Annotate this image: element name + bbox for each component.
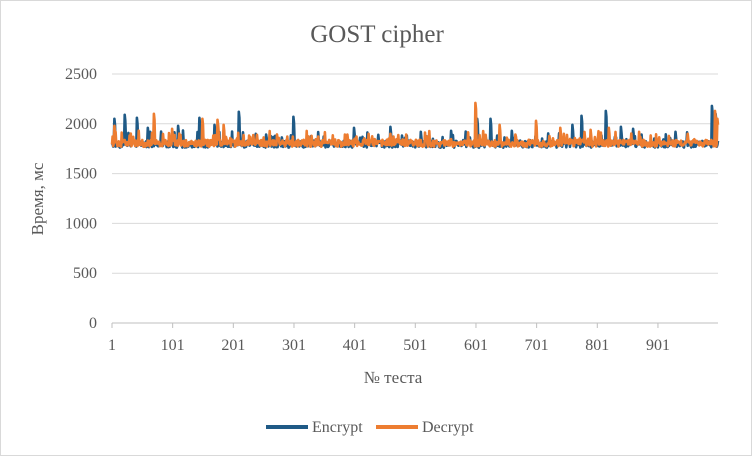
y-tick-label: 2500 — [65, 66, 97, 83]
x-tick-label: 101 — [161, 337, 185, 354]
x-tick-label: 201 — [221, 337, 245, 354]
gridlines — [112, 73, 718, 324]
x-axis-ticks: 1 101 201 301 401 501 601 701 801 901 — [108, 323, 670, 354]
chart-title: GOST cipher — [310, 21, 444, 48]
y-tick-label: 2000 — [65, 116, 97, 133]
x-tick-label: 301 — [282, 337, 306, 354]
series-line-decrypt — [110, 101, 720, 148]
x-axis-label: № теста — [364, 368, 423, 387]
y-tick-label: 1000 — [65, 215, 97, 232]
x-tick-label: 701 — [525, 337, 549, 354]
y-axis-label: Время, мс — [28, 162, 47, 235]
y-tick-label: 0 — [89, 315, 97, 332]
x-tick-label: 401 — [343, 337, 367, 354]
x-tick-label: 1 — [108, 337, 116, 354]
legend: Encrypt Decrypt — [266, 419, 474, 436]
legend-label: Decrypt — [422, 419, 474, 436]
x-tick-label: 601 — [464, 337, 488, 354]
y-axis-ticks: 0 500 1000 1500 2000 2500 — [65, 66, 97, 332]
x-tick-label: 801 — [585, 337, 609, 354]
x-tick-label: 501 — [403, 337, 427, 354]
y-tick-label: 1500 — [65, 166, 97, 183]
y-tick-label: 500 — [73, 265, 97, 282]
series-lines — [110, 101, 720, 149]
x-tick-label: 901 — [646, 337, 670, 354]
legend-label: Encrypt — [312, 419, 363, 436]
